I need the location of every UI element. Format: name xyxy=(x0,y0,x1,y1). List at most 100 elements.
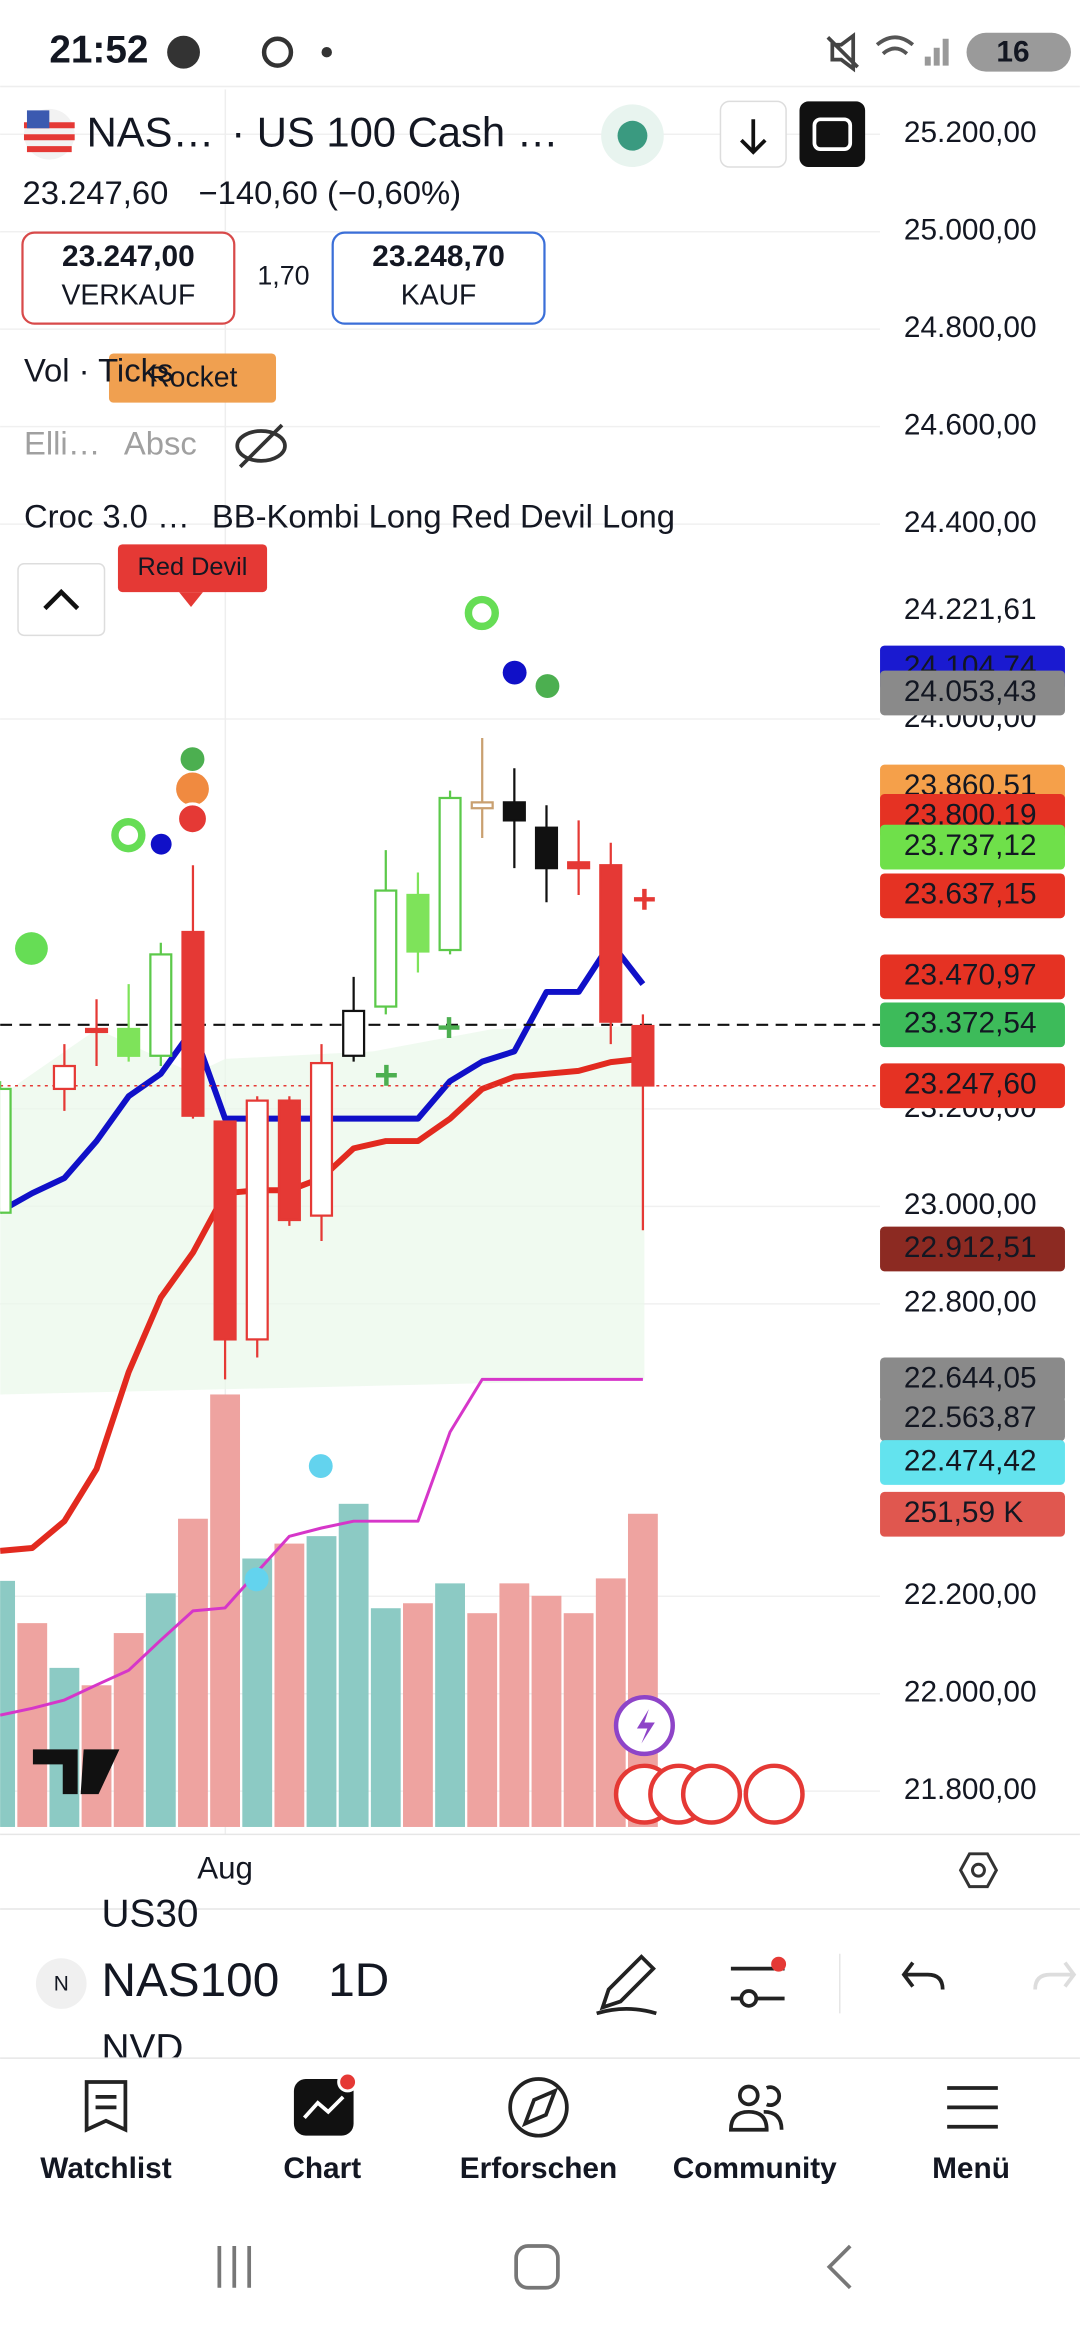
price-label-box xyxy=(880,670,1065,716)
settings-icon[interactable] xyxy=(958,1852,999,1889)
price-label-box xyxy=(880,824,1065,870)
volume-bar xyxy=(499,1583,530,1827)
signal-marker xyxy=(502,660,527,685)
status-icon xyxy=(167,35,200,69)
price-label: 22.474,42 xyxy=(904,1444,1037,1477)
indicator-legend[interactable]: BB-Kombi Long Red Devil Long xyxy=(212,498,675,535)
y-tick-label: 24.600,00 xyxy=(904,409,1037,442)
price-label-box xyxy=(880,1063,1065,1109)
price-change: −140,60 (−0,60%) xyxy=(198,174,461,211)
volume-bar xyxy=(435,1583,465,1827)
candle-body xyxy=(213,1120,237,1341)
symbol-logo-letter: N xyxy=(54,1973,69,1996)
clock: 21:52 xyxy=(49,28,148,71)
volume-bar xyxy=(242,1558,273,1827)
interval-selector[interactable]: 1D xyxy=(328,1954,389,2007)
market-status-dot xyxy=(617,120,648,151)
candle-body xyxy=(245,1099,269,1341)
recents-button[interactable] xyxy=(217,2246,252,2288)
signal-marker xyxy=(176,772,209,806)
y-tick-label: 22.000,00 xyxy=(904,1676,1037,1709)
price-label: 23.637,15 xyxy=(904,878,1037,911)
fullscreen-button[interactable] xyxy=(799,101,866,168)
volume-bar xyxy=(563,1613,594,1827)
nav-tab[interactable]: Chart xyxy=(283,2152,361,2185)
price-label: 22.563,87 xyxy=(904,1401,1037,1434)
symbol[interactable]: NAS… xyxy=(87,109,215,156)
nav-tab[interactable]: Erforschen xyxy=(460,2152,617,2185)
price-label: 23.737,12 xyxy=(904,829,1037,862)
signal-marker xyxy=(150,833,172,855)
collapse-button[interactable] xyxy=(17,563,106,637)
signal-marker xyxy=(464,595,499,631)
buy-button[interactable] xyxy=(331,231,546,325)
indicator-legend[interactable]: Absc xyxy=(124,425,197,462)
volume-bar xyxy=(403,1603,433,1827)
candle-body xyxy=(52,1064,76,1091)
red-devil-badge xyxy=(117,544,268,593)
price-label-box xyxy=(880,1357,1065,1403)
candle-body xyxy=(0,1087,12,1214)
nav-tab[interactable]: Community xyxy=(673,2152,837,2185)
instrument-name[interactable]: · US 100 Cash … xyxy=(231,109,558,156)
undo-button[interactable] xyxy=(901,1961,945,1990)
x-tick-label: Aug xyxy=(197,1850,253,1885)
price-label: 23.247,60 xyxy=(904,1068,1037,1101)
signal-marker xyxy=(111,818,146,853)
buy-price: 23.248,70 xyxy=(372,240,505,273)
chevron-up xyxy=(43,588,80,611)
signal-marker xyxy=(15,932,48,965)
y-tick-label: 22.200,00 xyxy=(904,1578,1037,1611)
price-axis-labels: 25.200,00 25.000,00 24.800,00 24.600,00 24.4… xyxy=(880,116,1065,1806)
candle-body xyxy=(406,893,430,953)
mute-icon xyxy=(826,32,859,73)
signal-marker xyxy=(375,1017,460,1086)
y-tick-label: 21.800,00 xyxy=(904,1773,1037,1806)
volume-indicator[interactable]: Vol · Ticks xyxy=(24,352,173,389)
volume-bar xyxy=(0,1580,16,1827)
buy-label: KAUF xyxy=(401,279,477,311)
flag-canton xyxy=(26,110,50,129)
volume-bar xyxy=(467,1613,498,1827)
badge-pointer xyxy=(179,592,203,607)
symbol-selector[interactable]: NAS100 xyxy=(102,1954,280,2007)
last-price: 23.247,60 xyxy=(22,174,168,211)
prev-symbol[interactable]: US30 xyxy=(102,1893,199,1936)
volume-label-box xyxy=(880,1491,1065,1537)
volume-bar xyxy=(145,1593,176,1827)
volume-bar xyxy=(210,1394,241,1827)
event-flags[interactable] xyxy=(613,1763,805,1825)
battery-level: 16 xyxy=(996,36,1029,69)
y-tick-label: 25.200,00 xyxy=(904,116,1037,149)
rocket-badge xyxy=(108,353,277,403)
home-button[interactable] xyxy=(514,2244,560,2290)
y-tick-label: 23.000,00 xyxy=(904,1188,1037,1221)
volume-bar xyxy=(531,1595,562,1827)
volume-bar xyxy=(306,1536,337,1827)
volume-bar xyxy=(178,1518,208,1827)
settings-icon-center xyxy=(971,1862,986,1878)
sell-button[interactable] xyxy=(21,231,236,325)
redo-button[interactable] xyxy=(1033,1961,1077,1990)
red-devil-label: Red Devil xyxy=(138,553,248,581)
candle-body xyxy=(631,1024,655,1087)
draw-tool[interactable] xyxy=(596,1954,657,2016)
nav-tab[interactable]: Watchlist xyxy=(40,2152,171,2185)
hide-icon[interactable] xyxy=(235,423,287,469)
nav-icons xyxy=(84,2077,998,2138)
candle-body xyxy=(309,1061,334,1217)
signal-marker xyxy=(244,1567,269,1592)
back-button[interactable] xyxy=(826,2244,852,2290)
nav-tab[interactable]: Menü xyxy=(932,2152,1010,2185)
y-tick-label: 24.800,00 xyxy=(904,311,1037,344)
candle-body xyxy=(470,801,494,810)
candle-body xyxy=(438,796,462,952)
indicator-legend[interactable]: Croc 3.0 … xyxy=(24,498,190,535)
symbol-logo xyxy=(35,1958,87,2009)
volume-bar xyxy=(274,1543,305,1827)
next-symbol[interactable]: NVD xyxy=(102,2027,184,2070)
indicator-legend[interactable]: Elli… xyxy=(24,425,101,462)
candle-body xyxy=(534,826,559,870)
x-axis-labels: Aug xyxy=(197,1850,253,1885)
